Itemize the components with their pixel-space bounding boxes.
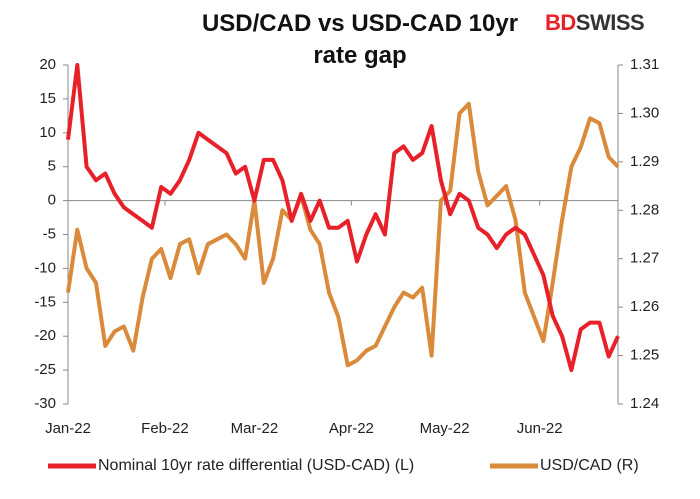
y-tick-label: 10: [39, 124, 56, 141]
logo-part: SWISS: [575, 10, 645, 35]
y-tick-label: -30: [34, 395, 56, 412]
series-line: [66, 63, 620, 373]
y2-tick-label: 1.25: [630, 347, 659, 364]
y-tick-label: -20: [34, 327, 56, 344]
y2-tick-label: 1.31: [630, 56, 659, 73]
logo: BDSWISS: [545, 10, 645, 36]
legend-label: Nominal 10yr rate differential (USD-CAD)…: [98, 457, 414, 474]
y-tick-label: -15: [34, 293, 56, 310]
y2-tick-label: 1.24: [630, 395, 659, 412]
y-tick-label: 5: [48, 158, 56, 175]
y2-tick-label: 1.28: [630, 201, 659, 218]
y-tick-label: 20: [39, 56, 56, 73]
y-tick-label: -10: [34, 259, 56, 276]
x-tick-label: Apr-22: [329, 420, 374, 437]
y-tick-label: -25: [34, 361, 56, 378]
x-tick-label: May-22: [420, 420, 470, 437]
series-line: [66, 101, 620, 368]
x-tick-label: Mar-22: [231, 420, 279, 437]
legend-label: USD/CAD (R): [540, 457, 639, 474]
logo-part: BD: [545, 10, 576, 35]
y2-tick-label: 1.30: [630, 104, 659, 121]
y-tick-label: 15: [39, 90, 56, 107]
y2-tick-label: 1.27: [630, 250, 659, 267]
x-tick-label: Feb-22: [141, 420, 189, 437]
y-tick-label: -5: [43, 225, 56, 242]
x-tick-label: Jan-22: [45, 420, 91, 437]
x-tick-label: Jun-22: [517, 420, 563, 437]
y-tick-label: 0: [48, 192, 56, 209]
chart-title: USD/CAD vs USD-CAD 10yr rate gap: [201, 10, 519, 69]
y2-tick-label: 1.26: [630, 298, 659, 315]
y2-tick-label: 1.29: [630, 153, 659, 170]
